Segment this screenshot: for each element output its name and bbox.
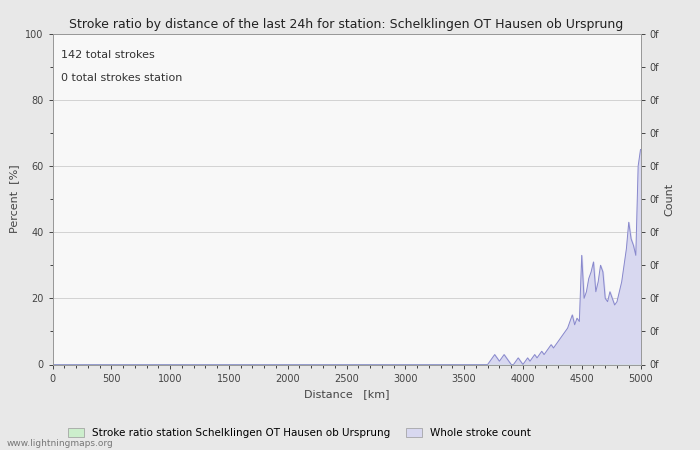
Text: 0 total strokes station: 0 total strokes station bbox=[62, 73, 183, 83]
Text: 142 total strokes: 142 total strokes bbox=[62, 50, 155, 60]
Legend: Stroke ratio station Schelklingen OT Hausen ob Ursprung, Whole stroke count: Stroke ratio station Schelklingen OT Hau… bbox=[64, 423, 535, 442]
X-axis label: Distance   [km]: Distance [km] bbox=[304, 389, 389, 399]
Title: Stroke ratio by distance of the last 24h for station: Schelklingen OT Hausen ob : Stroke ratio by distance of the last 24h… bbox=[69, 18, 624, 31]
Text: www.lightningmaps.org: www.lightningmaps.org bbox=[7, 439, 113, 448]
Y-axis label: Percent  [%]: Percent [%] bbox=[10, 165, 20, 234]
Y-axis label: Count: Count bbox=[664, 183, 675, 216]
